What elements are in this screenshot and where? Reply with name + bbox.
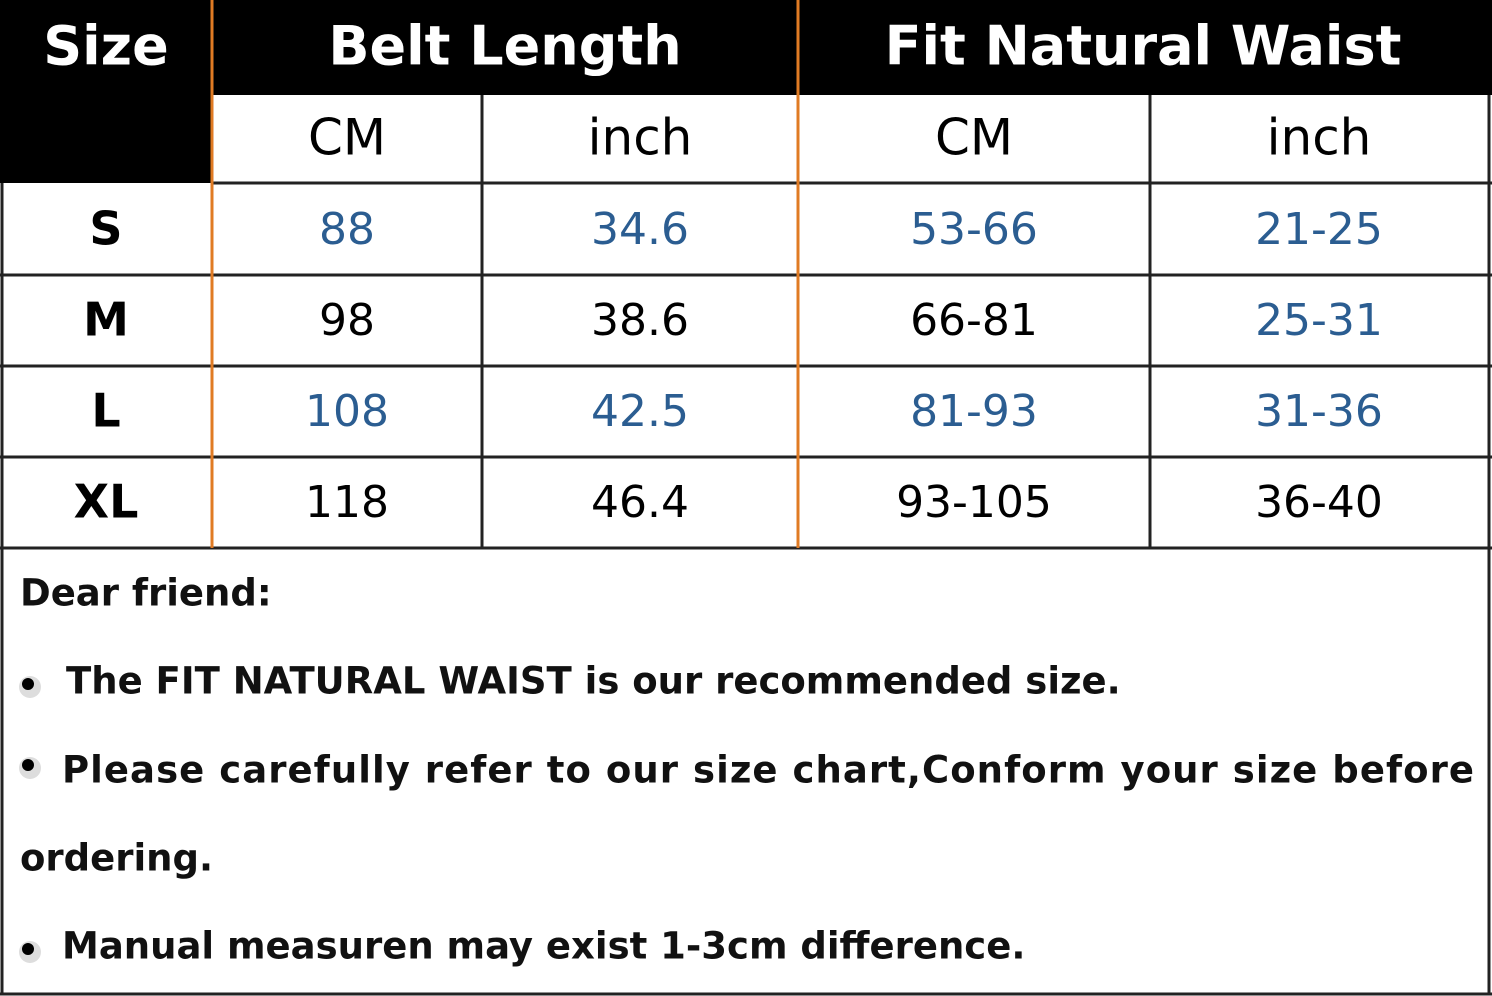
cell: 66-81 bbox=[910, 295, 1038, 346]
size-label: XL bbox=[74, 475, 139, 529]
bullet bbox=[19, 941, 41, 963]
header-size: Size bbox=[43, 15, 168, 78]
bullet bbox=[19, 676, 41, 698]
cell: 53-66 bbox=[910, 204, 1038, 255]
unit: inch bbox=[588, 109, 693, 167]
cell: 21-25 bbox=[1255, 204, 1383, 255]
note-greeting: Dear friend: bbox=[20, 572, 272, 615]
cell: 93-105 bbox=[896, 477, 1052, 528]
header-fit-natural-waist: Fit Natural Waist bbox=[885, 15, 1402, 78]
cell: 98 bbox=[319, 295, 375, 346]
cell: 34.6 bbox=[591, 204, 689, 255]
cell: 88 bbox=[319, 204, 375, 255]
unit: CM bbox=[935, 109, 1013, 167]
cell: 118 bbox=[305, 477, 389, 528]
note-item: Manual measuren may exist 1-3cm differen… bbox=[62, 925, 1025, 968]
cell: 31-36 bbox=[1255, 386, 1383, 437]
cell: 81-93 bbox=[910, 386, 1038, 437]
header-block bbox=[0, 0, 212, 183]
bullet bbox=[19, 757, 41, 779]
unit: CM bbox=[308, 109, 386, 167]
cell: 46.4 bbox=[591, 477, 689, 528]
header-block bbox=[212, 0, 1492, 95]
size-label: S bbox=[89, 202, 122, 256]
size-label: M bbox=[83, 293, 129, 347]
cell: 38.6 bbox=[591, 295, 689, 346]
note-item: The FIT NATURAL WAIST is our recommended… bbox=[66, 660, 1121, 703]
unit: inch bbox=[1267, 109, 1372, 167]
cell: 42.5 bbox=[591, 386, 689, 437]
size-label: L bbox=[91, 384, 120, 438]
cell: 36-40 bbox=[1255, 477, 1383, 528]
header-belt-length: Belt Length bbox=[328, 15, 681, 78]
cell: 25-31 bbox=[1255, 295, 1383, 346]
cell: 108 bbox=[305, 386, 389, 437]
note-item: ordering. bbox=[20, 837, 213, 880]
note-item: Please carefully refer to our size chart… bbox=[62, 749, 1474, 792]
